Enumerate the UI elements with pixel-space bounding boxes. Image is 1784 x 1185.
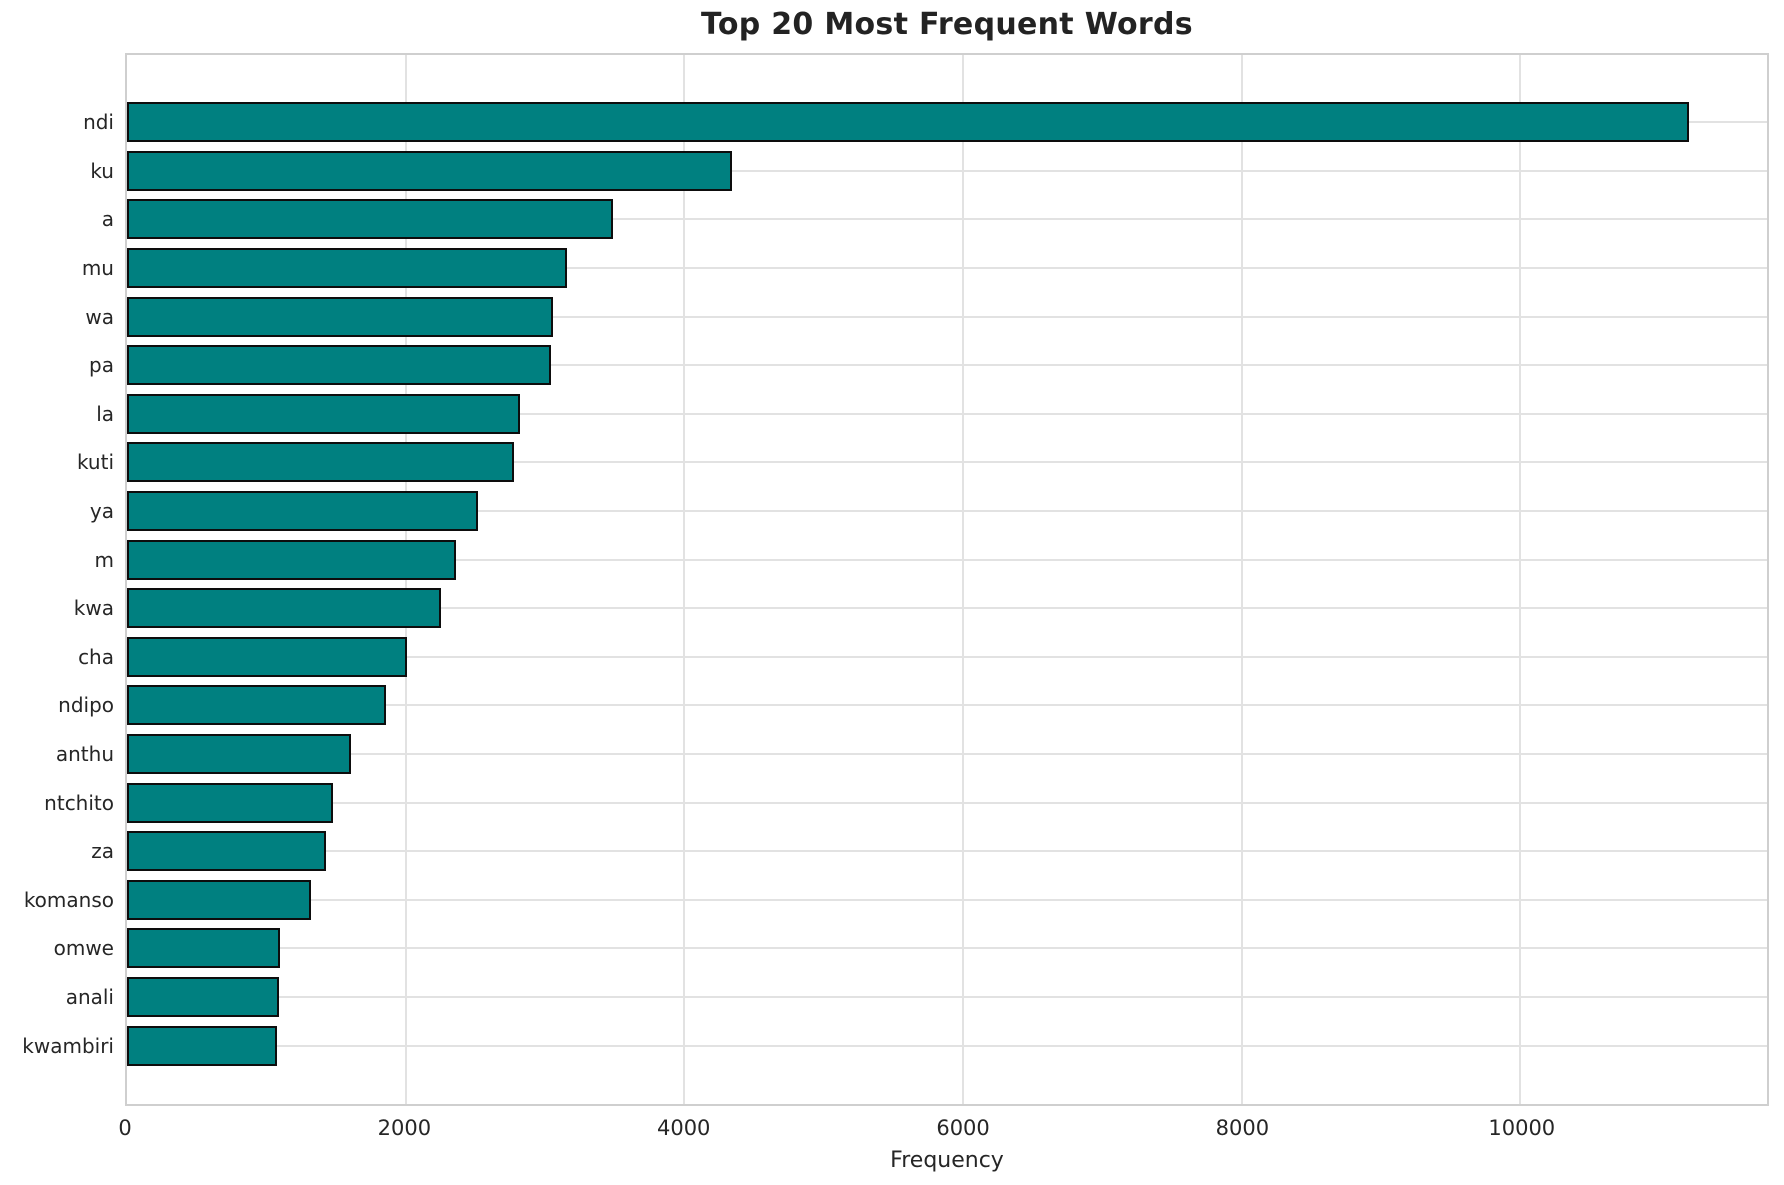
y-tick-label: mu: [81, 256, 114, 281]
gridline-y: [127, 607, 1767, 610]
y-tick-label: ya: [89, 499, 114, 524]
chart-title: Top 20 Most Frequent Words: [701, 7, 1193, 42]
y-tick-label: omwe: [53, 936, 114, 961]
bar-row: wa: [85, 292, 1767, 341]
plot-area: ndi ku a mu wa pa la kuti ya m kwa cha ndipo anthu ntc…: [22, 53, 1769, 1106]
y-tick-label: ntchito: [44, 790, 114, 815]
bar-row: kwa: [74, 584, 1767, 633]
x-tick-label: 0: [118, 1116, 132, 1140]
gridline-y: [127, 364, 1767, 367]
x-tick-label: 6000: [936, 1116, 990, 1140]
gridline-y: [127, 850, 1767, 853]
bar-kuti: [127, 442, 515, 483]
y-tick-label: kwa: [73, 596, 114, 621]
bars-container: ndi ku a mu wa pa la kuti ya m kwa cha ndipo anthu ntc…: [22, 55, 1767, 1104]
x-tick-label: 4000: [656, 1116, 711, 1140]
gridline-y: [127, 1044, 1767, 1047]
y-tick-label: kuti: [76, 450, 114, 475]
bar-pa: [127, 345, 551, 386]
bar-row: ku: [90, 147, 1767, 196]
y-tick-label: ndipo: [58, 693, 114, 718]
bar-ndipo: [127, 685, 387, 726]
bar-anthu: [127, 734, 352, 775]
y-tick-label: cha: [78, 644, 114, 669]
x-axis-label: Frequency: [890, 1148, 1004, 1173]
bar-row: la: [96, 390, 1767, 439]
gridline-y: [127, 558, 1767, 561]
x-axis-ticks: 0 2000 4000 6000 8000 10000: [118, 1116, 1769, 1144]
bar-row: kuti: [77, 438, 1767, 487]
bar-komanso: [127, 879, 311, 920]
gridline-y: [127, 412, 1767, 415]
gridline-y: [127, 995, 1767, 998]
bar-row: mu: [82, 244, 1767, 293]
bar-row: m: [95, 535, 1767, 584]
gridline-y: [127, 218, 1767, 221]
bar-za: [127, 831, 327, 872]
gridline-y: [127, 169, 1767, 172]
bar-wa: [127, 296, 554, 337]
gridline-y: [127, 947, 1767, 950]
gridline-y: [127, 655, 1767, 658]
bar-row: ntchito: [44, 778, 1767, 827]
gridline-y: [127, 315, 1767, 318]
bar-la: [127, 393, 520, 434]
gridline-y: [127, 510, 1767, 513]
bar-row: komanso: [24, 876, 1767, 925]
gridline-y: [127, 704, 1767, 707]
y-tick-label: anthu: [55, 742, 114, 767]
y-tick-label: a: [101, 207, 114, 232]
y-tick-label: la: [96, 401, 114, 426]
bar-omwe: [127, 928, 281, 969]
bar-row: ya: [90, 487, 1767, 536]
bar-row: anthu: [56, 730, 1767, 779]
bar-m: [127, 539, 456, 580]
bar-cha: [127, 636, 408, 677]
y-tick-label: ndi: [83, 110, 114, 135]
bar-ndi: [127, 102, 1689, 143]
y-tick-label: pa: [89, 353, 114, 378]
gridline-x: [683, 55, 686, 1104]
bar-row: a: [102, 195, 1767, 244]
y-tick-label: ku: [90, 158, 114, 183]
gridline-y: [127, 753, 1767, 756]
bar-ntchito: [127, 782, 334, 823]
bar-mu: [127, 248, 568, 289]
bar-row: za: [91, 827, 1767, 876]
bar-a: [127, 199, 614, 240]
bar-row: ndipo: [58, 681, 1767, 730]
y-tick-label: anali: [65, 984, 114, 1009]
bar-row: cha: [78, 633, 1767, 682]
bar-row: ndi: [83, 98, 1767, 147]
x-tick-label: 10000: [1488, 1116, 1556, 1140]
gridline-y: [127, 898, 1767, 901]
y-tick-label: m: [94, 547, 114, 572]
y-tick-label: komanso: [23, 887, 114, 912]
y-tick-label: wa: [85, 304, 114, 329]
gridline-x: [962, 55, 965, 1104]
bar-row: anali: [66, 973, 1767, 1022]
bar-kwa: [127, 588, 441, 629]
x-tick-label: 8000: [1215, 1116, 1270, 1140]
bar-ya: [127, 491, 479, 532]
gridline-x: [1519, 55, 1522, 1104]
bar-row: omwe: [54, 924, 1767, 973]
bar-kwambiri: [127, 1025, 278, 1066]
bar-row: pa: [89, 341, 1767, 390]
gridline-y: [127, 801, 1767, 804]
bar-row: kwambiri: [22, 1021, 1767, 1070]
gridline-y: [127, 267, 1767, 270]
bar-ku: [127, 150, 732, 191]
gridline-y: [127, 461, 1767, 464]
y-tick-label: kwambiri: [22, 1033, 114, 1058]
y-tick-label: za: [91, 839, 114, 864]
x-tick-label: 2000: [377, 1116, 432, 1140]
bar-anali: [127, 976, 279, 1017]
gridline-x: [1240, 55, 1243, 1104]
